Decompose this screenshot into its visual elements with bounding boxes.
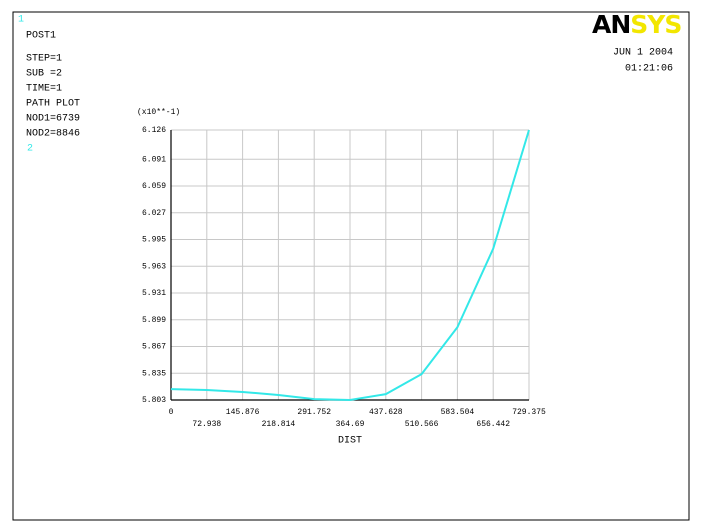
y-tick-label: 5.899	[142, 316, 166, 325]
x-tick-label: 729.375	[512, 408, 546, 417]
info-line: SUB =2	[26, 69, 62, 80]
window-number: 1	[18, 15, 24, 26]
y-tick-label: 6.059	[142, 182, 166, 191]
y-multiplier: (x10**-1)	[137, 108, 180, 117]
y-tick-label: 6.091	[142, 155, 166, 164]
y-tick-label: 5.995	[142, 236, 166, 245]
x-tick-label: 145.876	[226, 408, 260, 417]
x-tick-label: 291.752	[297, 408, 331, 417]
logo-part: SYS	[630, 10, 681, 39]
info-line: PATH PLOT	[26, 99, 80, 110]
y-tick-label: 5.835	[142, 369, 166, 378]
data-line	[170, 129, 530, 402]
date: JUN 1 2004	[613, 48, 673, 59]
x-tick-label: 0	[169, 408, 174, 417]
curve-number: 2	[27, 144, 33, 155]
y-tick-label: 6.126	[142, 126, 166, 135]
info-line: NOD1=6739	[26, 114, 80, 125]
info-line: STEP=1	[26, 54, 62, 65]
x-tick-label: 437.628	[369, 408, 403, 417]
logo-part: AN	[592, 10, 630, 39]
info-line: POST1	[26, 31, 56, 42]
window-border	[12, 11, 690, 521]
y-tick-label: 5.963	[142, 262, 166, 271]
y-tick-label: 5.803	[142, 396, 166, 405]
x-tick-label: 72.938	[192, 420, 221, 429]
logo: ANSYS	[592, 10, 681, 39]
time: 01:21:06	[625, 64, 673, 75]
x-tick-label: 218.814	[262, 420, 296, 429]
y-tick-label: 6.027	[142, 209, 166, 218]
info-line: TIME=1	[26, 84, 62, 95]
x-axis-label: DIST	[338, 436, 362, 447]
x-tick-label: 364.69	[336, 420, 365, 429]
x-tick-label: 583.504	[441, 408, 475, 417]
y-tick-label: 5.867	[142, 343, 166, 352]
info-line: NOD2=8846	[26, 129, 80, 140]
y-tick-label: 5.931	[142, 289, 166, 298]
x-tick-label: 510.566	[405, 420, 439, 429]
x-tick-label: 656.442	[476, 420, 510, 429]
